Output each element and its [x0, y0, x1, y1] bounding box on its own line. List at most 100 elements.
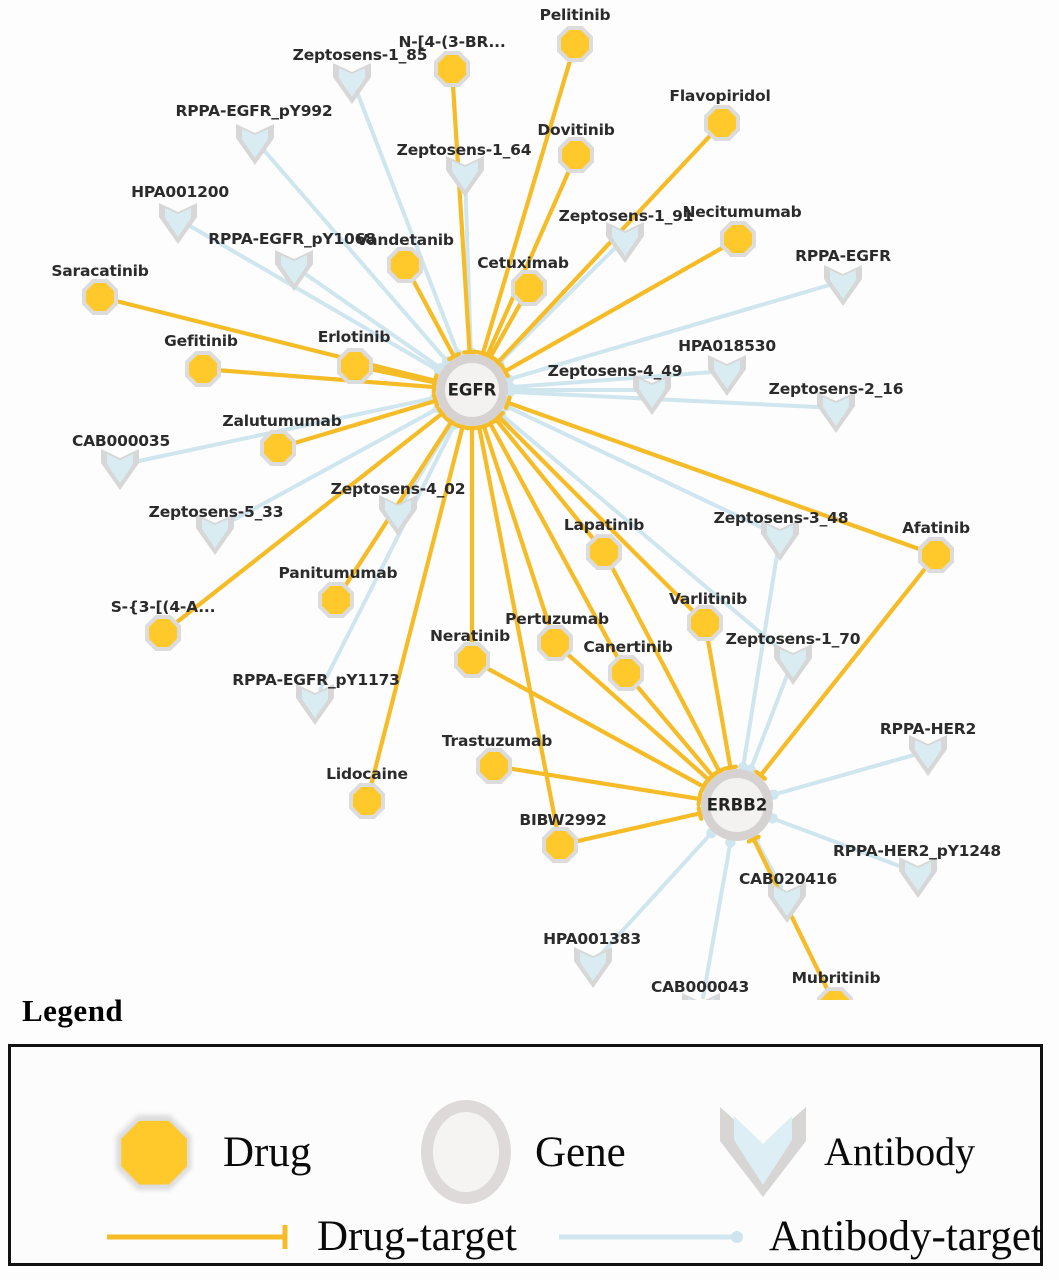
gene-node[interactable]	[701, 769, 773, 841]
drug-node[interactable]	[337, 348, 373, 384]
gene-label-egfr: EGFR	[447, 380, 497, 400]
octagon-icon	[189, 355, 217, 383]
legend-item-antibody: Antibody	[708, 1097, 975, 1207]
graph-edge	[701, 840, 733, 1000]
drug-node[interactable]	[185, 351, 221, 387]
legend-box: Drug Gene Antibody Drug-target	[8, 1044, 1043, 1266]
antibody-node[interactable]	[682, 993, 720, 1000]
graph-edge	[186, 223, 442, 373]
graph-edge	[506, 282, 834, 382]
antibody-node[interactable]	[606, 222, 644, 263]
antibody-node[interactable]	[379, 495, 417, 536]
edge-endpoint-tbar	[483, 352, 498, 362]
chevron-icon	[720, 1107, 806, 1197]
drug-node[interactable]	[720, 221, 756, 257]
antibody-node[interactable]	[824, 265, 862, 306]
drug-node[interactable]	[387, 247, 423, 283]
octagon-icon	[541, 629, 569, 657]
graph-edge	[480, 52, 574, 356]
legend-label-gene: Gene	[535, 1128, 626, 1176]
drug-node[interactable]	[704, 105, 740, 141]
octagon-icon	[515, 274, 543, 302]
graph-edge	[363, 366, 437, 385]
edge-endpoint-tbar	[696, 791, 703, 807]
network-graph-canvas[interactable]	[0, 0, 1059, 1000]
chevron-icon	[452, 161, 478, 190]
antibody-node[interactable]	[899, 857, 937, 898]
antibody-node[interactable]	[101, 449, 139, 490]
edge-endpoint-tbar	[431, 374, 438, 390]
drug-node[interactable]	[434, 51, 470, 87]
chevron-icon	[830, 270, 856, 299]
legend-item-antibody-target: Antibody-target	[555, 1215, 1043, 1258]
graph-edge	[223, 406, 441, 527]
antibody-node[interactable]	[574, 947, 612, 988]
drug-node[interactable]	[145, 615, 181, 651]
legend-item-drug-target: Drug-target	[103, 1215, 517, 1258]
drug-node[interactable]	[557, 26, 593, 62]
antibody-node[interactable]	[761, 520, 799, 561]
graph-edge	[485, 163, 574, 358]
drug-node[interactable]	[687, 605, 723, 641]
antibody-node[interactable]	[296, 684, 334, 725]
drug-node[interactable]	[542, 827, 578, 863]
antibody-node[interactable]	[236, 124, 274, 165]
antibody-node[interactable]	[774, 644, 812, 685]
antibody-node[interactable]	[196, 514, 234, 555]
gene-node[interactable]	[436, 354, 508, 426]
antibody-node[interactable]	[633, 374, 671, 415]
chevron-icon	[580, 952, 606, 981]
antibody-nodes-layer[interactable]	[101, 63, 947, 1000]
chevron-icon	[714, 360, 740, 389]
octagon-icon	[546, 831, 574, 859]
drug-node[interactable]	[817, 987, 853, 1000]
graph-edge	[367, 424, 465, 793]
antibody-node[interactable]	[159, 203, 197, 244]
graph-edge	[477, 425, 560, 837]
drug-node[interactable]	[476, 748, 512, 784]
graph-edge	[354, 88, 461, 357]
chevron-icon	[905, 862, 931, 891]
drug-node[interactable]	[608, 655, 644, 691]
antibody-node[interactable]	[333, 63, 371, 104]
octagon-icon	[438, 55, 466, 83]
drug-node[interactable]	[82, 279, 118, 315]
gene-nodes-layer[interactable]	[436, 354, 773, 841]
octagon-icon	[708, 109, 736, 137]
legend-item-gene: Gene	[411, 1097, 626, 1207]
drug-node[interactable]	[318, 582, 354, 618]
graph-edge	[505, 400, 928, 554]
antibody-node[interactable]	[817, 392, 855, 433]
drug-node[interactable]	[454, 642, 490, 678]
drug-node[interactable]	[260, 430, 296, 466]
legend-label-drug: Drug	[223, 1128, 312, 1176]
graph-edge	[479, 663, 706, 789]
graph-edge	[568, 811, 703, 845]
antibody-node[interactable]	[708, 355, 746, 396]
antibody-node[interactable]	[909, 735, 947, 776]
graph-edge	[169, 411, 445, 629]
graph-edge	[108, 297, 438, 383]
antibody-node[interactable]	[446, 156, 484, 197]
drug-nodes-layer[interactable]	[82, 26, 954, 1000]
drug-node[interactable]	[349, 783, 385, 819]
octagon-icon	[341, 352, 369, 380]
chevron-icon	[767, 525, 793, 554]
edge-endpoint-tbar	[702, 773, 715, 786]
antibody-node[interactable]	[768, 882, 806, 923]
drug-node[interactable]	[537, 625, 573, 661]
antibody-node[interactable]	[275, 250, 313, 291]
edge-endpoint-tbar	[722, 764, 738, 771]
drug-node[interactable]	[918, 537, 954, 573]
graph-edge	[751, 837, 833, 997]
graph-edge	[507, 369, 718, 390]
drug-node[interactable]	[558, 137, 594, 173]
chevron-icon	[281, 255, 307, 284]
graph-edge	[495, 129, 717, 365]
gene-inner-circle	[710, 778, 764, 832]
drug-node[interactable]	[586, 534, 622, 570]
drug-node[interactable]	[511, 270, 547, 306]
chevron-icon	[612, 227, 638, 256]
octagon-icon	[458, 646, 486, 674]
graph-edge	[599, 831, 714, 957]
